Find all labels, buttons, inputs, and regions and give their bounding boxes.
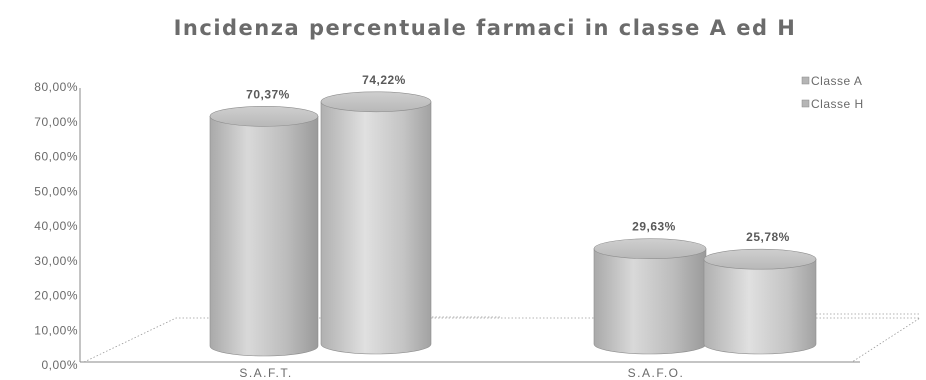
x-tick-label: S.A.F.O. [628, 366, 685, 380]
bar-classe-h [320, 91, 432, 355]
axis-layer: 0,00% 10,00% 20,00% 30,00% 40,00% 50,00% 60,00… [34, 80, 922, 380]
bar-classe-h [703, 248, 817, 355]
bars-layer [209, 91, 817, 357]
legend-swatch [801, 99, 810, 108]
data-labels-layer: 70,37% 29,63% 74,22% 25,78% [246, 73, 790, 244]
legend-label: Classe H [811, 97, 864, 111]
data-label: 74,22% [362, 73, 406, 87]
data-label: 70,37% [246, 87, 290, 101]
legend-swatch [801, 76, 810, 85]
cylinder-body [209, 115, 319, 357]
chart-title: Incidenza percentuale farmaci in classe … [174, 16, 797, 40]
cylinder-body [320, 101, 432, 355]
floor-outline [83, 317, 922, 363]
y-tick-label: 10,00% [34, 323, 78, 337]
cylinder-top [703, 248, 817, 270]
y-tick-label: 40,00% [34, 219, 78, 233]
y-tick-label: 0,00% [41, 358, 78, 372]
y-tick-label: 60,00% [34, 150, 78, 164]
cylinder-body [703, 258, 817, 355]
y-tick-label: 30,00% [34, 254, 78, 268]
x-tick-label: S.A.F.T. [239, 366, 292, 380]
legend-label: Classe A [811, 74, 862, 88]
data-label: 25,78% [746, 230, 790, 244]
data-label: 29,63% [632, 220, 676, 234]
bar-classe-a [209, 105, 319, 357]
y-tick-label: 20,00% [34, 289, 78, 303]
y-tick-label: 70,00% [34, 115, 78, 129]
y-tick-label: 80,00% [34, 80, 78, 94]
bar-classe-a [593, 238, 707, 355]
legend: Classe A Classe H [801, 74, 864, 111]
cylinder-top [320, 91, 432, 113]
cylinder-top [593, 238, 707, 260]
cylinder-body [593, 248, 707, 355]
cylinder-top [209, 105, 319, 127]
y-tick-label: 50,00% [34, 184, 78, 198]
